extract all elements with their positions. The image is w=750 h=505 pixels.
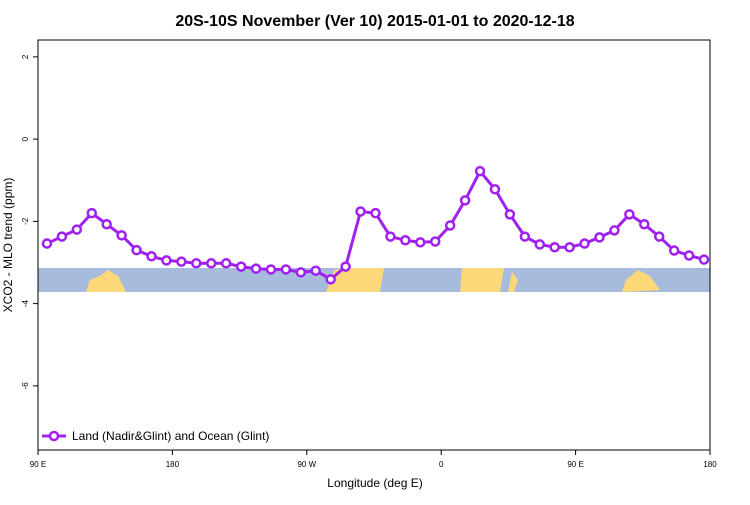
point [429,236,441,247]
y-axis-label: XCO2 - MLO trend (ppm) [1,178,15,313]
point [668,245,680,256]
point [116,230,127,241]
point [205,258,217,269]
point [161,255,172,266]
point [594,232,605,243]
point [534,239,546,250]
x-tick-label: 180 [703,460,717,469]
chart-title: 20S-10S November (Ver 10) 2015-01-01 to … [175,13,574,30]
land [326,268,384,292]
point [41,238,53,249]
point [639,218,650,230]
land [508,272,518,292]
point [71,224,83,235]
point [310,265,322,276]
point [250,263,262,274]
point [131,244,142,256]
y-tick-label: -2 [21,217,30,225]
point [370,207,381,219]
point [146,251,157,262]
point [56,231,68,242]
legend-marker [48,430,60,442]
x-tick-label: 90 W [297,460,316,469]
point [280,264,292,275]
land-ocean-band [38,268,710,292]
point [549,242,560,253]
land [622,270,660,292]
x-tick-label: 0 [439,460,444,469]
point [504,209,516,220]
point [698,254,710,265]
point [579,238,590,249]
series-line [46,168,705,282]
point [444,220,456,231]
point [400,235,411,246]
point [86,207,98,219]
point [235,261,247,272]
y-tick-label: 2 [21,54,30,59]
point [653,231,665,242]
point [220,258,232,269]
point [415,237,426,248]
point [519,231,531,242]
land [460,268,504,292]
point [176,256,187,267]
x-axis-label: Longitude (deg E) [327,476,422,490]
point [459,195,471,206]
y-tick-label: -6 [21,382,30,390]
point [474,165,486,177]
x-tick-label: 180 [166,460,180,469]
point [609,225,620,236]
point [385,231,396,242]
point [265,264,277,275]
point [355,206,366,217]
point [489,184,501,195]
point [101,218,112,230]
point [683,250,695,261]
y-tick-label: -4 [21,299,30,307]
point [624,209,635,220]
point [295,267,307,278]
x-tick-label: 90 E [567,460,583,469]
point [340,261,351,272]
land [86,270,126,292]
x-tick-label: 90 E [30,460,46,469]
y-tick-label: 0 [21,136,30,141]
point [564,242,575,253]
point [191,258,202,269]
point [325,274,336,285]
plot-frame [37,39,711,451]
legend-label: Land (Nadir&Glint) and Ocean (Glint) [72,429,269,443]
